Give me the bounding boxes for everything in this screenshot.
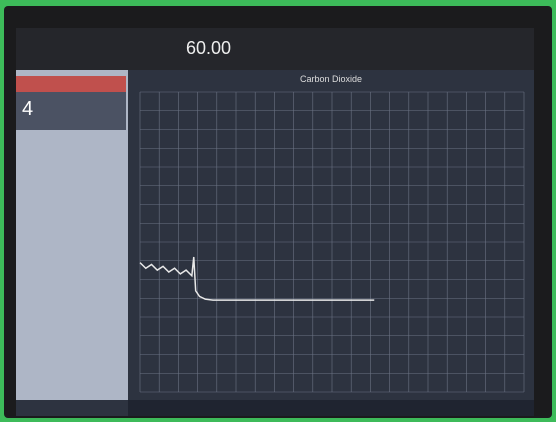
- sensor-header: [16, 76, 126, 92]
- data-line: [140, 257, 374, 300]
- top-bar: 60.00: [16, 28, 534, 70]
- page: 60.00 4 Carbon Dioxide {"toolbar": {"rea…: [0, 0, 556, 422]
- sensor-value: 4: [22, 98, 33, 121]
- readout: 60.00: [186, 38, 231, 59]
- sensor-card: 4: [16, 92, 126, 130]
- sidebar: 4: [16, 70, 128, 400]
- screen: 60.00 4 Carbon Dioxide: [16, 28, 534, 416]
- chart-title: Carbon Dioxide: [300, 74, 362, 84]
- monitor: 60.00 4 Carbon Dioxide: [4, 6, 552, 418]
- taskbar: [128, 400, 534, 416]
- chart: Carbon Dioxide: [128, 70, 534, 400]
